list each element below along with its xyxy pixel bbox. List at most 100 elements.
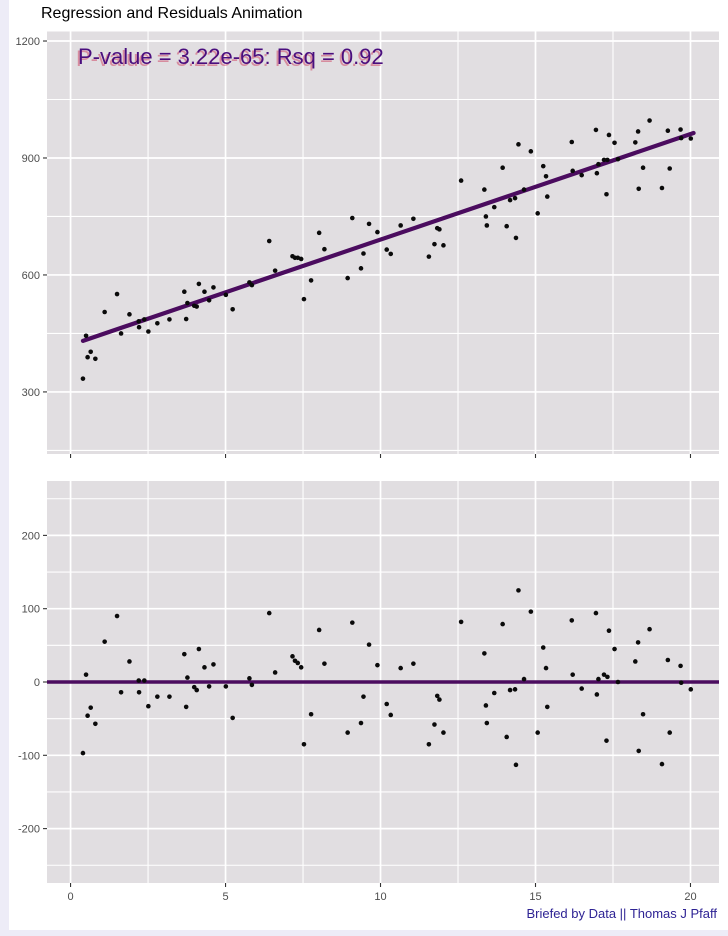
data-point	[688, 136, 694, 141]
data-point	[384, 701, 390, 707]
data-point	[142, 317, 147, 322]
data-point	[167, 694, 172, 699]
data-point	[535, 730, 540, 735]
data-point	[223, 684, 229, 689]
data-point	[83, 333, 89, 339]
data-point	[569, 618, 575, 623]
data-point	[308, 711, 314, 717]
data-point	[594, 692, 600, 697]
data-point	[411, 661, 416, 666]
data-point	[194, 304, 200, 309]
data-point	[88, 349, 94, 355]
data-point	[127, 659, 132, 664]
data-point	[482, 651, 487, 656]
data-point	[206, 684, 212, 689]
data-point	[540, 645, 546, 650]
data-point	[633, 140, 638, 145]
data-point	[570, 672, 575, 677]
data-point	[182, 651, 187, 657]
data-point	[605, 157, 610, 163]
data-point	[322, 246, 327, 252]
plot-title: Regression and Residuals Animation	[41, 5, 303, 22]
data-point	[633, 659, 638, 664]
data-point	[484, 720, 490, 726]
data-point	[635, 129, 641, 134]
data-point	[667, 730, 673, 735]
data-point	[266, 238, 272, 244]
data-point	[366, 642, 372, 647]
data-point	[426, 742, 432, 747]
data-point	[596, 676, 601, 682]
y-axis-tick-label: 600	[22, 270, 40, 282]
data-point	[483, 214, 489, 219]
data-point	[93, 721, 98, 727]
data-point	[504, 734, 509, 740]
data-point	[80, 750, 86, 756]
data-point	[593, 610, 599, 616]
data-point	[155, 694, 160, 699]
data-point	[146, 703, 151, 709]
data-point	[604, 738, 609, 743]
data-point	[196, 281, 202, 287]
data-point	[458, 178, 464, 183]
data-point	[350, 620, 355, 625]
data-point	[667, 166, 673, 171]
data-point	[678, 680, 684, 686]
data-point	[80, 376, 86, 381]
data-point	[500, 165, 505, 171]
data-point	[223, 292, 229, 298]
data-point	[88, 705, 94, 710]
data-point	[183, 316, 189, 322]
data-point	[615, 156, 621, 162]
data-point	[636, 748, 642, 754]
data-point	[211, 662, 216, 667]
y-axis-tick-label: -200	[18, 824, 40, 836]
data-point	[345, 275, 350, 281]
data-point	[398, 223, 403, 228]
data-point	[521, 187, 527, 192]
data-point	[358, 266, 364, 271]
data-point	[375, 662, 380, 668]
data-point	[114, 291, 120, 297]
data-point	[358, 720, 364, 726]
data-point	[345, 730, 350, 735]
data-point	[388, 251, 394, 257]
data-point	[458, 619, 464, 625]
data-point	[491, 690, 497, 696]
data-point	[83, 672, 89, 677]
data-point	[308, 278, 314, 283]
data-point	[665, 657, 671, 663]
data-point	[635, 640, 641, 645]
data-point	[543, 665, 549, 671]
data-point	[102, 309, 107, 315]
data-point	[316, 627, 322, 633]
data-point	[85, 713, 90, 719]
data-point	[535, 211, 540, 216]
data-point	[366, 221, 372, 227]
data-point	[127, 312, 132, 317]
data-point	[640, 711, 646, 717]
data-point	[504, 223, 509, 229]
data-point	[513, 762, 519, 768]
data-point	[316, 230, 322, 236]
data-point	[295, 660, 301, 666]
data-point	[202, 665, 207, 670]
data-point	[249, 282, 255, 288]
data-point	[521, 676, 527, 682]
regression-line	[80, 130, 696, 343]
data-point	[615, 679, 621, 685]
data-point	[647, 118, 652, 123]
data-point	[500, 621, 505, 627]
data-point	[247, 676, 252, 681]
data-point	[266, 610, 272, 616]
data-point	[604, 191, 609, 197]
x-axis-tick-label: 0	[67, 891, 73, 903]
y-axis-tick-label: -100	[18, 750, 40, 762]
data-point	[612, 140, 617, 146]
data-point	[375, 229, 380, 235]
data-point	[528, 149, 534, 154]
data-point	[579, 686, 584, 691]
data-point	[202, 289, 207, 295]
